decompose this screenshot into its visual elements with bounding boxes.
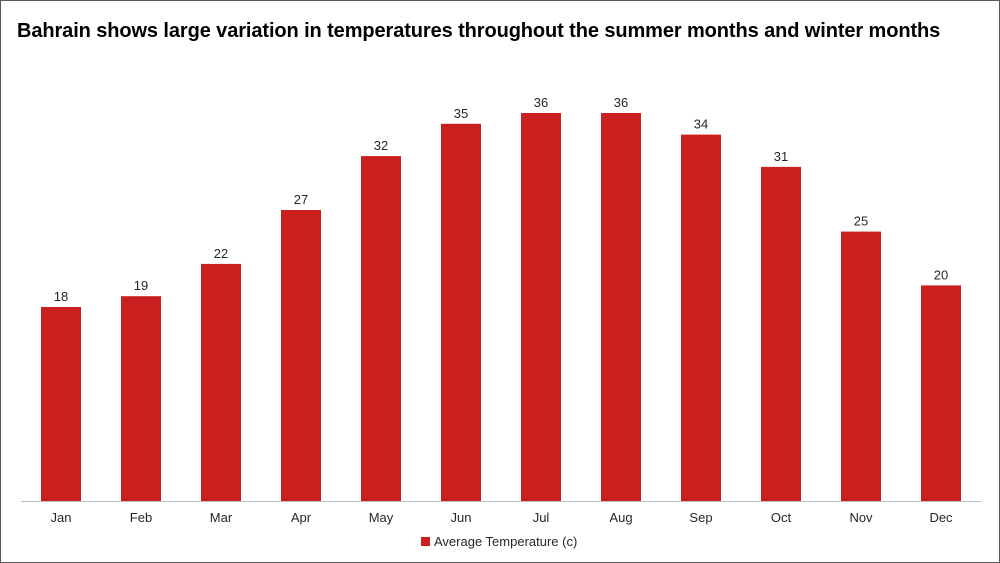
x-tick-label-dec: Dec: [929, 510, 953, 525]
bar-nov: [841, 231, 881, 501]
bar-sep: [681, 134, 721, 501]
bar-aug: [601, 113, 641, 501]
bar-jan: [41, 307, 81, 501]
x-tick-label-jan: Jan: [51, 510, 72, 525]
legend-swatch: [421, 537, 430, 546]
x-tick-label-may: May: [369, 510, 394, 525]
x-tick-label-feb: Feb: [130, 510, 152, 525]
x-tick-label-aug: Aug: [609, 510, 632, 525]
data-labels-layer: 18 19 22 27 32 35 36 36 34 31 25 20: [54, 95, 948, 304]
legend-label: Average Temperature (c): [434, 534, 577, 549]
data-label-nov: 25: [854, 214, 868, 229]
x-tick-label-nov: Nov: [849, 510, 873, 525]
data-label-jun: 35: [454, 106, 468, 121]
bar-apr: [281, 210, 321, 501]
data-label-aug: 36: [614, 95, 628, 110]
x-tick-label-jun: Jun: [451, 510, 472, 525]
x-tick-label-jul: Jul: [533, 510, 550, 525]
data-label-jan: 18: [54, 289, 68, 304]
data-label-jul: 36: [534, 95, 548, 110]
bar-oct: [761, 166, 801, 501]
x-tick-label-sep: Sep: [689, 510, 712, 525]
bar-mar: [201, 263, 241, 501]
data-label-oct: 31: [774, 149, 788, 164]
bars-layer: [41, 113, 961, 502]
data-label-sep: 34: [694, 117, 708, 132]
chart-title: Bahrain shows large variation in tempera…: [17, 20, 941, 42]
x-tick-label-mar: Mar: [210, 510, 233, 525]
data-label-feb: 19: [134, 278, 148, 293]
data-label-dec: 20: [934, 267, 948, 282]
bar-jul: [521, 113, 561, 501]
legend: Average Temperature (c): [421, 534, 577, 549]
x-tick-labels: Jan Feb Mar Apr May Jun Jul Aug Sep Oct Nov Dec: [51, 510, 954, 525]
data-label-may: 32: [374, 138, 388, 153]
bar-may: [361, 156, 401, 501]
bar-jun: [441, 123, 481, 502]
bar-feb: [121, 296, 161, 501]
x-tick-label-apr: Apr: [291, 510, 312, 525]
bar-dec: [921, 285, 961, 501]
data-label-apr: 27: [294, 192, 308, 207]
x-tick-label-oct: Oct: [771, 510, 792, 525]
data-label-mar: 22: [214, 246, 228, 261]
